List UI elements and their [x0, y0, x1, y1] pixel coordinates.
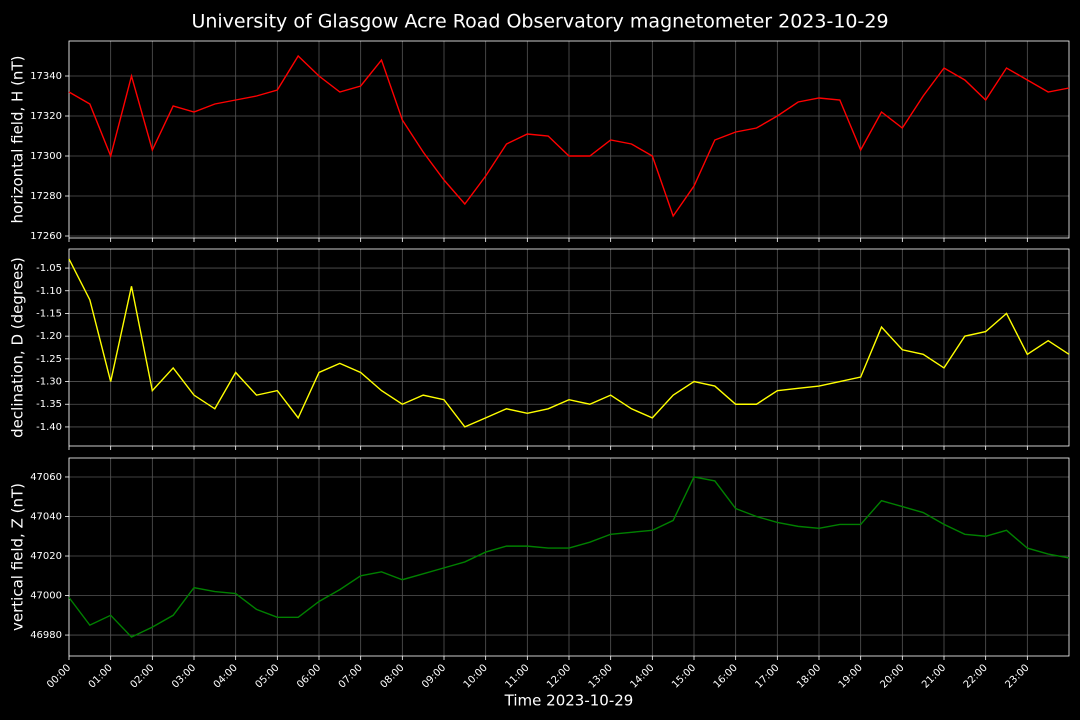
- x-tick-label: 13:00: [587, 662, 615, 690]
- y-axis-label: declination, D (degrees): [9, 257, 27, 438]
- x-tick-label: 11:00: [503, 662, 531, 690]
- y-tick-label: -1.05: [36, 263, 62, 274]
- x-tick-label: 19:00: [837, 662, 865, 690]
- x-tick-label: 08:00: [378, 662, 406, 690]
- x-tick-label: 17:00: [753, 662, 781, 690]
- y-tick-label: 17260: [30, 231, 62, 242]
- x-tick-label: 20:00: [878, 662, 906, 690]
- x-tick-label: 10:00: [462, 662, 490, 690]
- chart-title: University of Glasgow Acre Road Observat…: [191, 11, 888, 33]
- plot-frame: [68, 457, 1070, 657]
- y-tick-label: 17320: [30, 111, 62, 122]
- y-tick-label: -1.40: [36, 422, 62, 433]
- x-tick-label: 21:00: [920, 662, 948, 690]
- x-tick-label: 01:00: [87, 662, 115, 690]
- x-tick-label: 22:00: [962, 662, 990, 690]
- y-tick-label: 47020: [30, 551, 62, 562]
- y-tick-label: 46980: [30, 630, 62, 641]
- y-tick-label: -1.30: [36, 377, 62, 388]
- x-tick-label: 04:00: [212, 662, 240, 690]
- x-tick-label: 05:00: [253, 662, 281, 690]
- y-tick-label: 17280: [30, 191, 62, 202]
- data-line: [68, 476, 1070, 638]
- x-tick-label: 07:00: [337, 662, 365, 690]
- x-tick-label: 18:00: [795, 662, 823, 690]
- data-line: [68, 54, 1070, 218]
- x-tick-label: 15:00: [670, 662, 698, 690]
- y-tick-label: 47060: [30, 472, 62, 483]
- y-tick-label: -1.15: [36, 308, 62, 319]
- x-tick-label: 12:00: [545, 662, 573, 690]
- x-tick-label: 03:00: [170, 662, 198, 690]
- x-tick-label: 00:00: [45, 662, 73, 690]
- y-tick-label: -1.20: [36, 331, 62, 342]
- plot-frame: [68, 40, 1070, 239]
- x-axis-label: Time 2023-10-29: [504, 692, 634, 710]
- x-tick-label: 09:00: [420, 662, 448, 690]
- x-tick-label: 14:00: [628, 662, 656, 690]
- y-tick-label: -1.25: [36, 354, 62, 365]
- y-tick-label: 47040: [30, 511, 62, 522]
- x-tick-label: 06:00: [295, 662, 323, 690]
- x-tick-label: 23:00: [1003, 662, 1031, 690]
- y-axis-label: horizontal field, H (nT): [9, 56, 27, 224]
- y-tick-label: 47000: [30, 591, 62, 602]
- y-tick-label: -1.35: [36, 399, 62, 410]
- x-tick-label: 16:00: [712, 662, 740, 690]
- y-axis-label: vertical field, Z (nT): [9, 483, 27, 631]
- y-tick-label: 17340: [30, 71, 62, 82]
- data-line: [68, 258, 1070, 428]
- y-tick-label: -1.10: [36, 286, 62, 297]
- x-tick-label: 02:00: [128, 662, 156, 690]
- y-tick-label: 17300: [30, 151, 62, 162]
- plot-frame: [68, 248, 1070, 447]
